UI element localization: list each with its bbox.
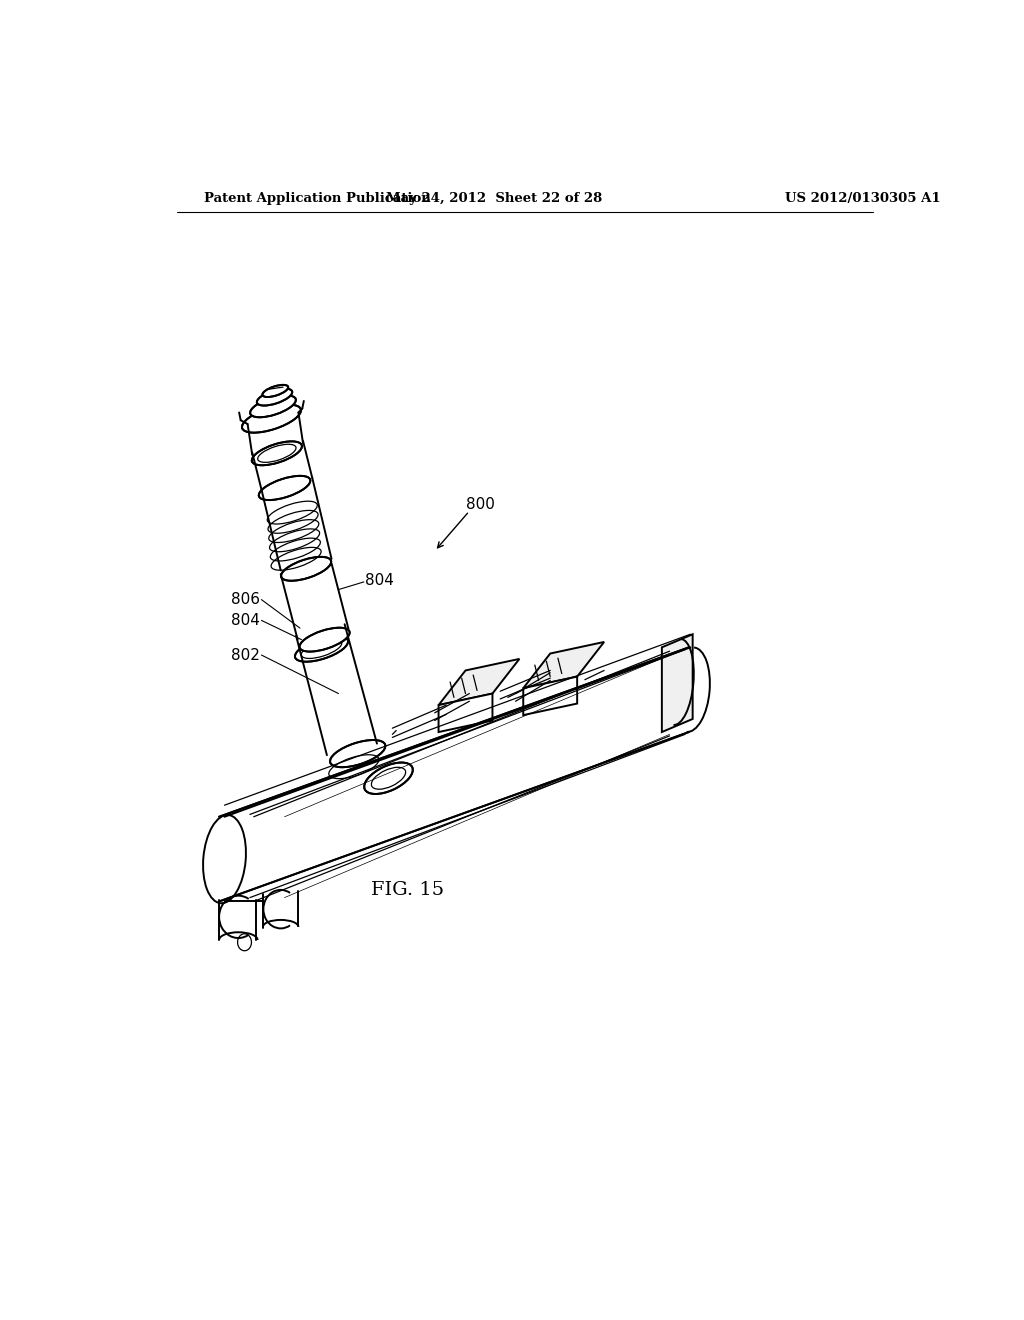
- Ellipse shape: [257, 388, 292, 405]
- Text: 804: 804: [231, 612, 260, 628]
- Text: FIG. 15: FIG. 15: [371, 880, 444, 899]
- Ellipse shape: [365, 763, 413, 793]
- Text: Patent Application Publication: Patent Application Publication: [204, 191, 430, 205]
- Polygon shape: [523, 642, 604, 688]
- Text: 802: 802: [231, 648, 260, 663]
- Ellipse shape: [262, 385, 288, 397]
- Text: US 2012/0130305 A1: US 2012/0130305 A1: [785, 191, 941, 205]
- Polygon shape: [662, 635, 692, 733]
- Text: 806: 806: [231, 593, 260, 607]
- Ellipse shape: [259, 475, 310, 500]
- Polygon shape: [438, 693, 493, 733]
- Ellipse shape: [295, 636, 348, 661]
- Ellipse shape: [242, 405, 301, 433]
- Polygon shape: [438, 659, 519, 705]
- Text: 804: 804: [366, 573, 394, 587]
- Text: May 24, 2012  Sheet 22 of 28: May 24, 2012 Sheet 22 of 28: [386, 191, 602, 205]
- Ellipse shape: [252, 441, 302, 465]
- Text: 800: 800: [466, 498, 495, 512]
- Ellipse shape: [300, 628, 349, 652]
- Ellipse shape: [281, 557, 331, 581]
- Ellipse shape: [330, 741, 385, 767]
- Ellipse shape: [203, 814, 246, 903]
- Polygon shape: [523, 677, 578, 715]
- Ellipse shape: [250, 396, 296, 417]
